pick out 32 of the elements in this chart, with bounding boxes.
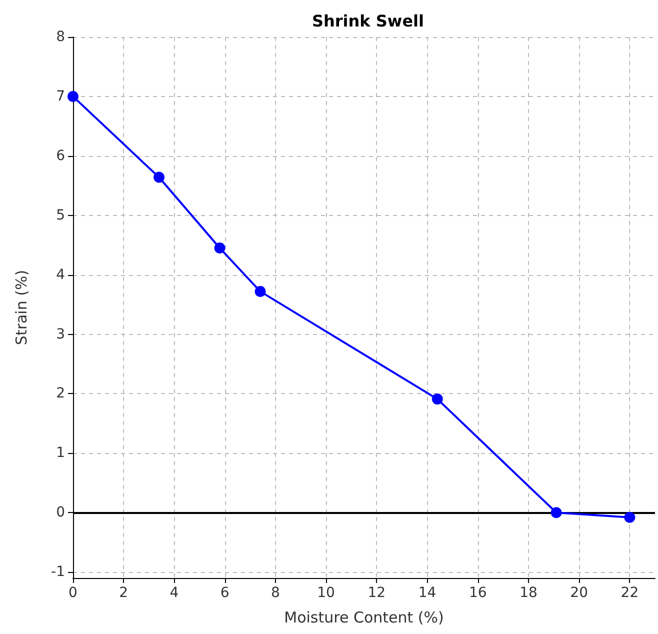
point — [154, 172, 165, 183]
y-tick-label: 2 — [56, 386, 65, 402]
y-tick-label: 0 — [56, 504, 65, 521]
point — [254, 286, 266, 297]
x-tick-label: 14 — [418, 585, 436, 601]
y-tick-label: 3 — [56, 326, 65, 342]
x-tick-label: 8 — [270, 585, 280, 601]
x-tick-label: 0 — [68, 585, 78, 601]
x-tick-label: 18 — [520, 585, 538, 601]
chart-title: Shrink Swell — [312, 12, 424, 30]
y-tick-label: 5 — [56, 207, 65, 224]
point — [214, 242, 226, 254]
x-tick-label: 12 — [368, 585, 386, 601]
x-tick-label: 10 — [317, 585, 335, 601]
x-tick-label: 6 — [220, 585, 230, 601]
y-tick-label: 6 — [56, 148, 66, 164]
point — [624, 512, 636, 523]
point — [432, 394, 443, 405]
x-tick-label: 2 — [119, 585, 128, 601]
y-tick-label: 1 — [56, 445, 65, 462]
y-axis-title: Strain (%) — [12, 270, 30, 346]
y-tick-label: 4 — [56, 266, 66, 283]
x-tick-label: 16 — [468, 585, 487, 601]
point — [550, 507, 562, 518]
x-tick-label: 4 — [170, 585, 179, 601]
x-tick-label: 20 — [570, 585, 588, 601]
y-tick-label: -1 — [51, 564, 65, 580]
y-tick-label: 7 — [56, 88, 65, 104]
point — [68, 90, 78, 102]
y-tick-label: 8 — [56, 29, 65, 45]
x-tick-label: 22 — [620, 585, 639, 601]
x-axis-title: Moisture Content (%) — [284, 608, 444, 626]
